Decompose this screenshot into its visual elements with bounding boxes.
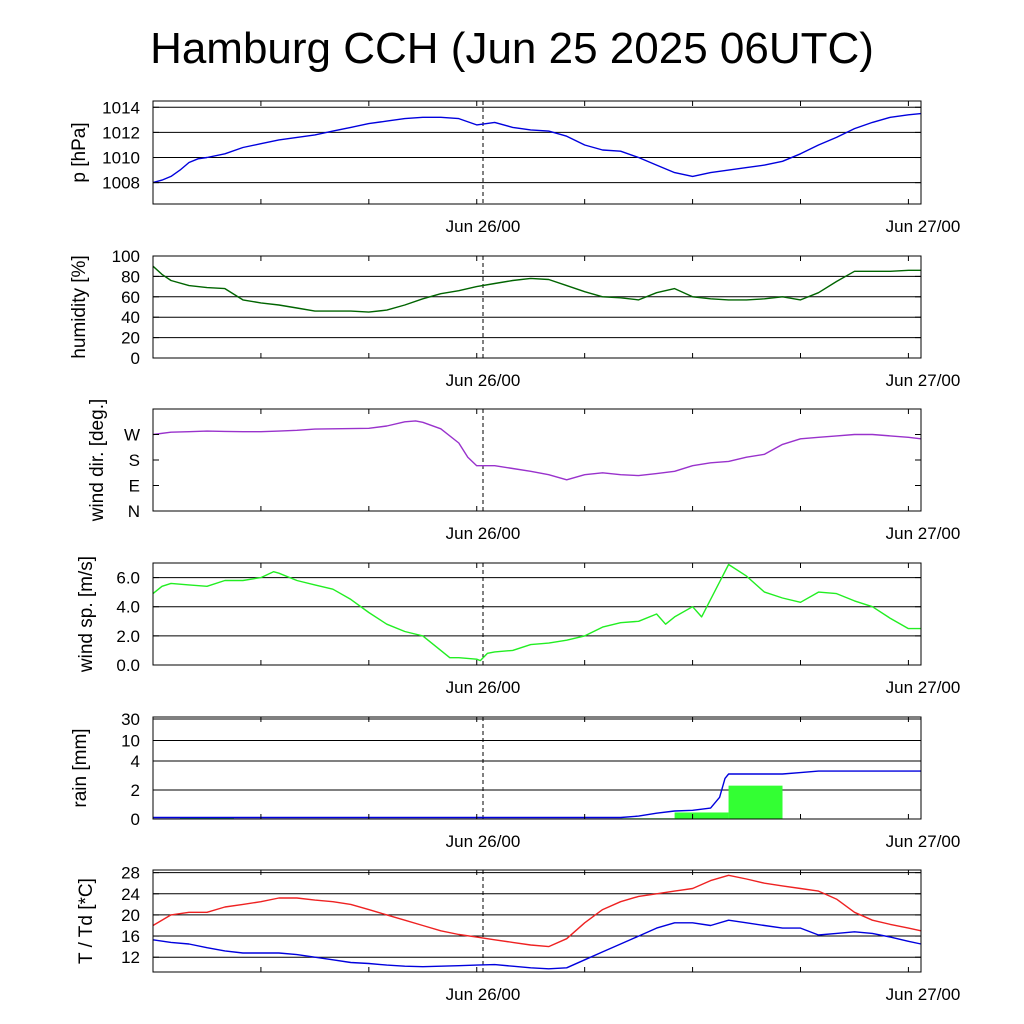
y-tick-label: 6.0 — [116, 569, 140, 588]
series-line — [152, 563, 921, 662]
x-tick-label: Jun 26/00 — [446, 371, 521, 390]
x-tick-label: Jun 27/00 — [886, 217, 961, 236]
y-axis-label: rain [mm] — [70, 728, 91, 807]
y-tick-label: 16 — [121, 927, 140, 946]
chart-title: Hamburg CCH (Jun 25 2025 06UTC) — [150, 24, 874, 73]
series-line — [152, 874, 922, 948]
x-tick-label: Jun 27/00 — [886, 371, 961, 390]
series-line — [152, 112, 922, 184]
y-tick-label: 80 — [121, 267, 140, 286]
y-tick-label: 20 — [121, 329, 140, 348]
plot-frame — [152, 716, 922, 820]
x-tick-label: Jun 26/00 — [446, 832, 521, 851]
x-tick-label: Jun 27/00 — [886, 832, 961, 851]
rain-bar — [179, 817, 234, 819]
plot-frame — [152, 100, 922, 205]
y-axis-label: p [hPa] — [69, 122, 90, 182]
y-tick-label: 30 — [121, 710, 140, 729]
y-tick-label: N — [128, 502, 140, 521]
y-tick-label: 1012 — [102, 123, 140, 142]
y-tick-label: 20 — [121, 906, 140, 925]
y-tick-label: 40 — [121, 308, 140, 327]
rain-bar — [674, 812, 729, 819]
y-tick-label: E — [129, 477, 140, 496]
x-tick-label: Jun 27/00 — [886, 524, 961, 543]
y-axis-label: wind sp. [m/s] — [76, 556, 97, 673]
y-tick-label: 0.0 — [116, 656, 140, 675]
series-line — [152, 265, 921, 313]
plot-frame — [152, 869, 922, 973]
y-tick-label: 2.0 — [116, 627, 140, 646]
plot-frame — [152, 255, 922, 359]
y-tick-label: 10 — [121, 732, 140, 751]
rain-bar — [728, 785, 783, 819]
y-tick-label: 4 — [131, 752, 140, 771]
x-tick-label: Jun 26/00 — [446, 678, 521, 697]
plot-frame — [152, 562, 922, 666]
y-tick-label: 24 — [121, 885, 140, 904]
y-tick-label: 60 — [121, 288, 140, 307]
x-tick-label: Jun 27/00 — [886, 985, 961, 1004]
series-line — [153, 770, 921, 819]
y-tick-label: 28 — [121, 864, 140, 883]
plot-frame — [152, 408, 922, 512]
y-axis-label: T / Td [*C] — [76, 878, 97, 964]
y-axis-label: humidity [%] — [69, 255, 90, 358]
y-tick-label: 0 — [131, 349, 140, 368]
series-line — [152, 919, 922, 970]
y-tick-label: 4.0 — [116, 598, 140, 617]
y-tick-label: S — [129, 451, 140, 470]
x-tick-label: Jun 27/00 — [886, 678, 961, 697]
x-tick-label: Jun 26/00 — [446, 524, 521, 543]
panel-5: 0 2 410 30 Jun 26/00 Jun 27/00 rain [mm] — [70, 710, 960, 851]
x-tick-label: Jun 26/00 — [446, 217, 521, 236]
panel-6: 12 16 20 24 28 Jun 26/00 Jun 27/00 T / Td [*C] — [76, 864, 960, 1004]
y-tick-label: 100 — [112, 247, 140, 266]
y-tick-label: 12 — [121, 948, 140, 967]
y-tick-label: 2 — [131, 781, 140, 800]
panel-4: 0.0 2.0 4.0 6.0 Jun 26/00 Jun 27/00 wind sp. [… — [76, 556, 960, 697]
y-tick-label: 1014 — [102, 98, 140, 117]
panel-1: 1008 1010 1012 1014 Jun 26/00 Jun 27/00 p [hPa… — [69, 98, 960, 236]
y-tick-label: 0 — [131, 810, 140, 829]
x-tick-label: Jun 26/00 — [446, 985, 521, 1004]
y-tick-label: W — [124, 426, 140, 445]
y-tick-label: 1008 — [102, 174, 140, 193]
y-tick-label: 1010 — [102, 149, 140, 168]
series-line — [152, 420, 922, 481]
y-axis-label: wind dir. [deg.] — [87, 399, 108, 523]
